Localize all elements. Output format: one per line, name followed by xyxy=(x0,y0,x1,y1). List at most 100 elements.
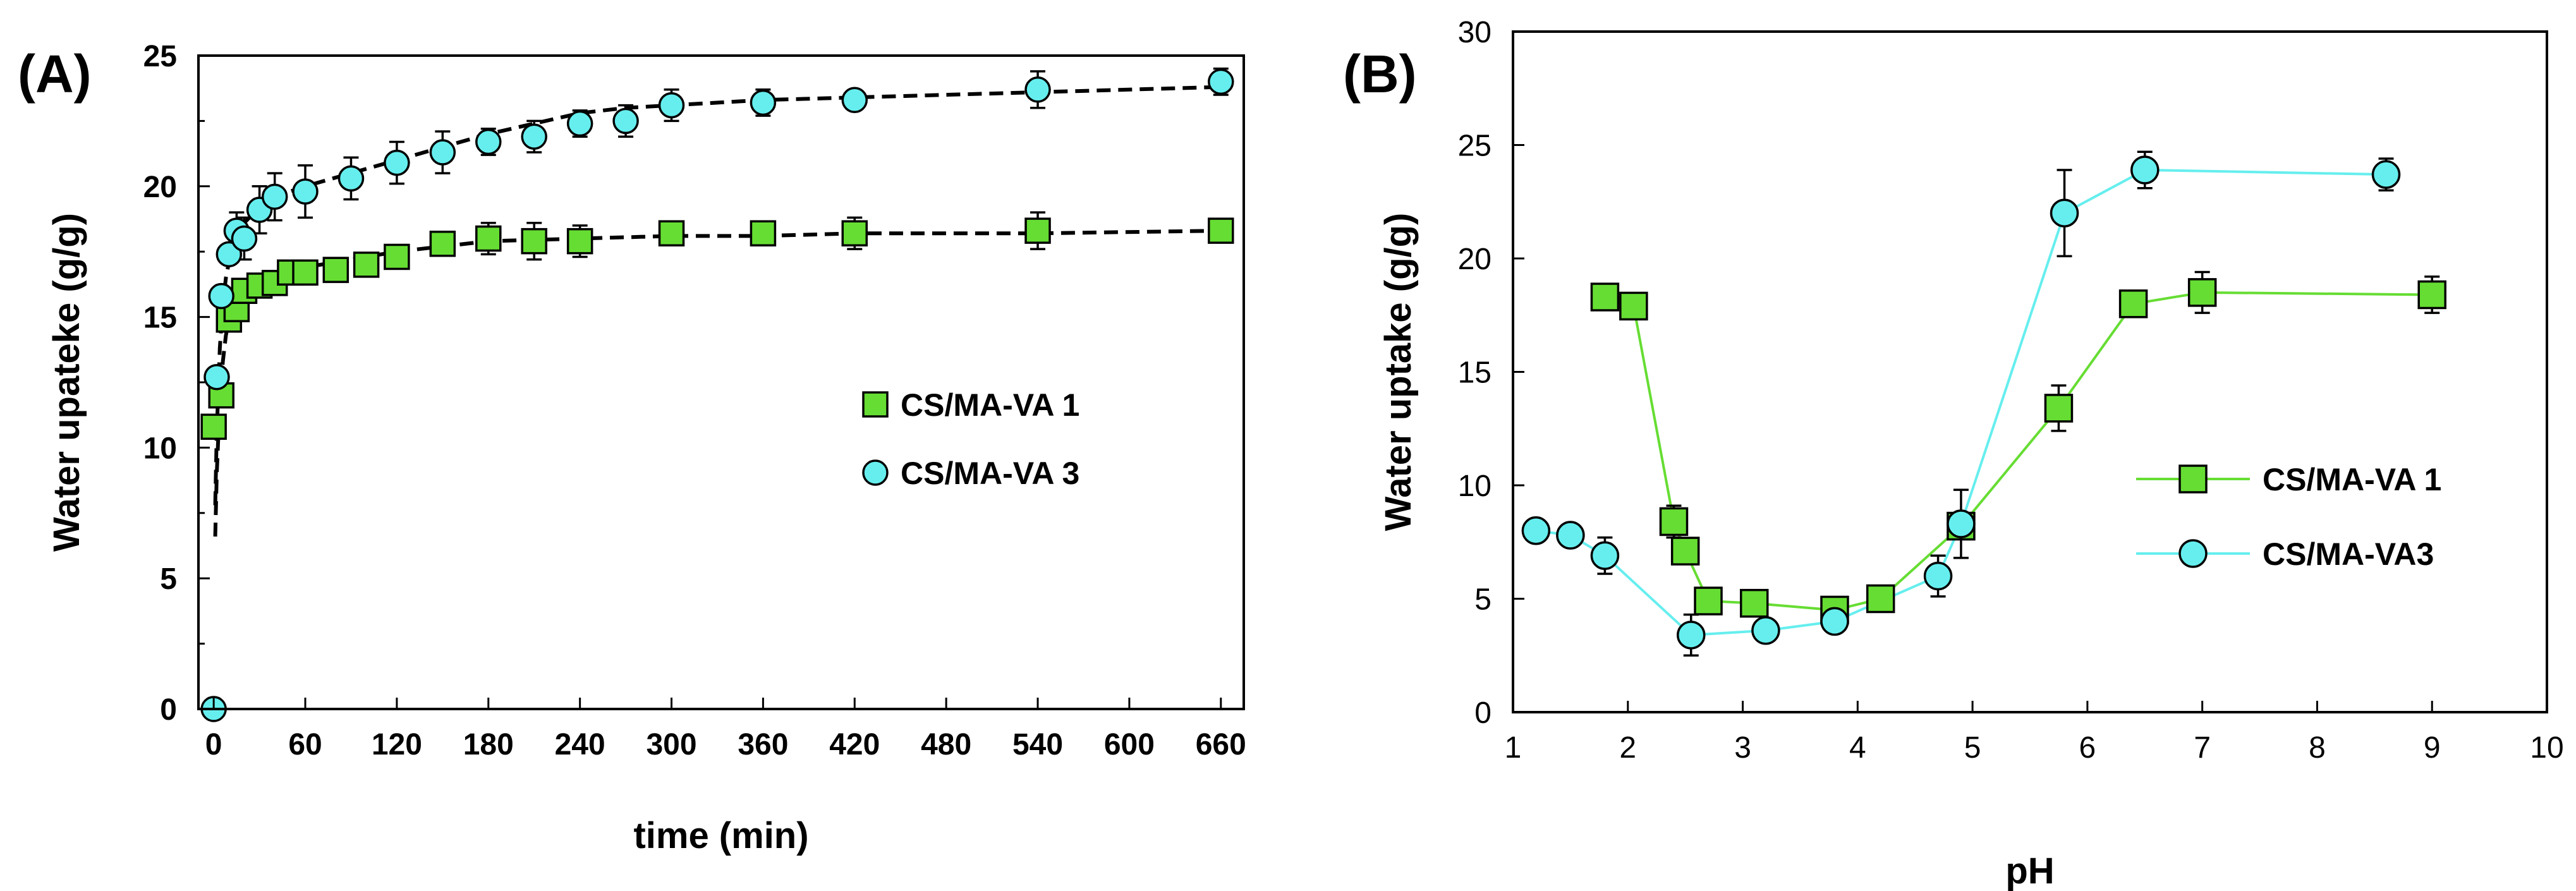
series-0-marker-1 xyxy=(1619,291,1648,321)
x-tick-label-8: 480 xyxy=(921,728,971,761)
series-0-marker-20 xyxy=(1208,217,1234,244)
y-tick-label-1: 5 xyxy=(160,562,177,596)
series-1-marker-9 xyxy=(2130,155,2160,185)
y-tick-label-5: 25 xyxy=(1458,130,1492,163)
series-0-marker-7 xyxy=(1866,584,1895,614)
series-0-marker-0 xyxy=(1590,282,1620,312)
series-0-marker-19 xyxy=(1024,217,1051,244)
x-tick-label-4: 240 xyxy=(555,728,605,761)
series-1-marker-10 xyxy=(384,149,410,176)
x-tick-label-0: 0 xyxy=(205,728,222,761)
y-tick-label-5: 25 xyxy=(143,40,177,73)
series-0-marker-4 xyxy=(1694,586,1723,615)
series-0-marker-15 xyxy=(566,227,593,255)
fit-line-0 xyxy=(213,229,1221,537)
x-tick-label-7: 420 xyxy=(829,728,880,761)
panel-a-plot-frame xyxy=(197,54,1245,710)
series-1-marker-18 xyxy=(841,87,868,114)
series-1-marker-5 xyxy=(231,225,258,252)
panel-a-data-marks xyxy=(200,67,1234,722)
panel-a-letter: (A) xyxy=(18,44,92,104)
panel-b-letter: (B) xyxy=(1343,44,1417,104)
x-tick-label-7: 8 xyxy=(2309,731,2326,765)
series-1-marker-10 xyxy=(2371,160,2401,189)
panel-b-x-axis-title: pH xyxy=(2005,851,2054,891)
x-tick-label-5: 6 xyxy=(2079,731,2096,765)
series-0-marker-5 xyxy=(1739,588,1769,618)
series-0-marker-10 xyxy=(2118,289,2148,318)
y-tick-label-0: 0 xyxy=(160,693,177,727)
legend-label-1: CS/MA-VA3 xyxy=(2263,536,2434,572)
series-1-marker-19 xyxy=(1024,76,1051,103)
legend-label-1: CS/MA-VA 3 xyxy=(901,456,1079,491)
x-tick-label-3: 180 xyxy=(463,728,514,761)
series-1-marker-17 xyxy=(750,89,777,116)
y-tick-label-6: 30 xyxy=(1458,16,1492,49)
legend-0-marker-0 xyxy=(862,391,889,418)
series-1-marker-8 xyxy=(292,178,319,205)
x-tick-label-1: 2 xyxy=(1619,731,1636,765)
series-0-marker-11 xyxy=(2187,278,2217,307)
series-1-marker-9 xyxy=(337,165,365,192)
series-0-marker-10 xyxy=(353,252,380,278)
y-tick-label-0: 0 xyxy=(1474,696,1492,730)
series-0-marker-14 xyxy=(521,227,547,255)
x-tick-label-6: 360 xyxy=(738,728,788,761)
series-0-marker-17 xyxy=(750,220,777,246)
series-0-marker-16 xyxy=(658,220,685,246)
legend-label-0: CS/MA-VA 1 xyxy=(2263,462,2441,497)
x-tick-label-9: 540 xyxy=(1012,728,1063,761)
y-tick-label-2: 10 xyxy=(143,432,177,465)
x-tick-label-2: 120 xyxy=(372,728,422,761)
panel-b-y-axis-title: Water uptake (g/g) xyxy=(1378,213,1419,531)
series-1-marker-1 xyxy=(204,363,230,391)
series-0-marker-2 xyxy=(1659,507,1689,536)
series-1-marker-7 xyxy=(1947,509,1976,538)
series-0-marker-9 xyxy=(2044,394,2074,423)
panel-b-x-ticks: 1 2 3 4 5 6 7 8 9 10 xyxy=(1505,701,2564,765)
x-tick-label-9: 10 xyxy=(2530,731,2563,765)
panel-a-y-ticks: 0 5 10 15 20 25 xyxy=(143,40,210,727)
panel-a-y-axis-title: Water upateke (g/g) xyxy=(46,213,87,552)
series-0-marker-18 xyxy=(841,220,868,246)
x-tick-label-2: 3 xyxy=(1734,731,1751,765)
y-tick-label-1: 5 xyxy=(1474,583,1492,617)
series-1-marker-4 xyxy=(1751,616,1780,645)
series-0-marker-11 xyxy=(384,243,410,270)
x-tick-label-1: 60 xyxy=(288,728,322,761)
fit-line-1 xyxy=(213,85,1221,506)
series-0-marker-0 xyxy=(200,413,227,440)
x-tick-label-11: 660 xyxy=(1196,728,1246,761)
legend-1-marker-0 xyxy=(2178,539,2208,568)
y-tick-label-4: 20 xyxy=(1458,243,1492,276)
x-tick-label-0: 1 xyxy=(1505,731,1522,765)
x-tick-label-3: 4 xyxy=(1849,731,1866,765)
legend-0-marker-0 xyxy=(2178,464,2208,494)
x-tick-label-4: 5 xyxy=(1964,731,1981,765)
series-1-marker-1 xyxy=(1556,521,1585,550)
series-0-marker-9 xyxy=(322,257,349,283)
series-1-marker-5 xyxy=(1820,607,1849,636)
legend-label-0: CS/MA-VA 1 xyxy=(901,387,1079,423)
series-line-1 xyxy=(1536,168,2386,636)
series-1-marker-12 xyxy=(475,128,502,155)
series-0-marker-12 xyxy=(429,231,456,257)
series-0-marker-13 xyxy=(475,225,502,252)
x-tick-label-8: 9 xyxy=(2424,731,2441,765)
x-tick-label-10: 600 xyxy=(1104,728,1155,761)
panel-a-legend: CS/MA-VA 1 CS/MA-VA 3 xyxy=(862,387,1079,491)
panel-b-plot-frame xyxy=(1512,30,2548,713)
y-tick-label-4: 20 xyxy=(143,171,177,204)
series-1-marker-11 xyxy=(429,139,456,166)
series-0-marker-8 xyxy=(292,259,319,286)
x-tick-label-5: 300 xyxy=(646,728,696,761)
panel-b: (B) 1 2 3 4 5 6 7 8 9 10 0 5 10 15 20 25 30 pH Water up… xyxy=(1343,16,2564,891)
panel-b-legend: CS/MA-VA 1 CS/MA-VA3 xyxy=(2136,462,2441,572)
series-1-marker-2 xyxy=(1590,541,1620,571)
y-tick-label-3: 15 xyxy=(143,301,177,335)
series-1-marker-8 xyxy=(2050,198,2079,227)
series-1-marker-13 xyxy=(521,123,547,150)
panel-b-y-ticks: 0 5 10 15 20 25 30 xyxy=(1458,16,1524,730)
panel-a-x-axis-title: time (min) xyxy=(633,815,808,856)
